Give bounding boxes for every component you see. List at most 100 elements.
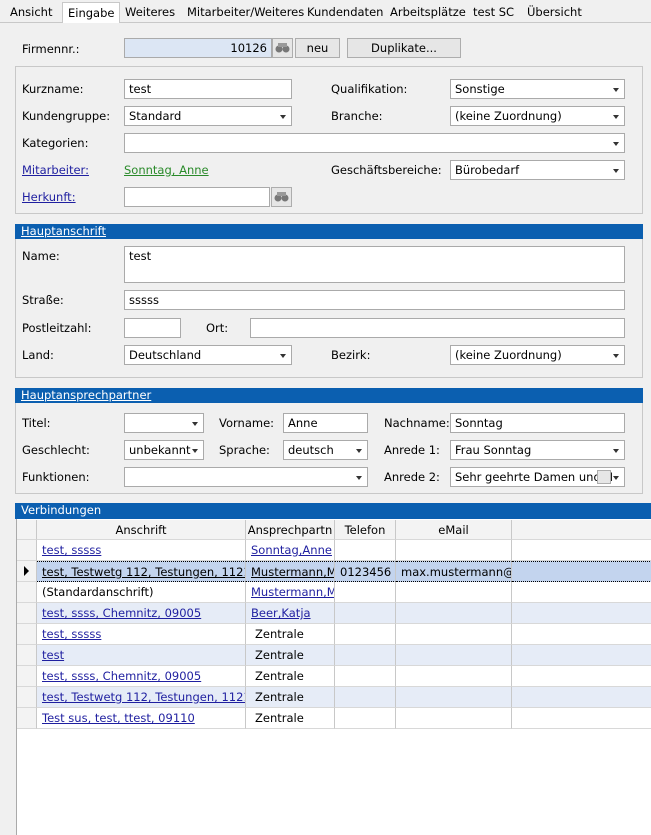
grid-cell[interactable]: Zentrale bbox=[246, 645, 335, 666]
grid-cell[interactable] bbox=[512, 603, 651, 624]
grid-cell[interactable]: Sonntag,Anne bbox=[246, 540, 335, 561]
grid-cell[interactable] bbox=[396, 666, 512, 687]
grid-cell[interactable]: Zentrale bbox=[246, 687, 335, 708]
grid-cell[interactable] bbox=[512, 687, 651, 708]
grid-cell[interactable]: test, ssss, Chemnitz, 09005 bbox=[37, 666, 246, 687]
grid-cell[interactable] bbox=[512, 624, 651, 645]
column-header[interactable]: Ansprechpartn bbox=[246, 520, 335, 540]
dropdown[interactable]: Deutschland bbox=[124, 345, 292, 365]
dropdown[interactable]: Standard bbox=[124, 106, 292, 126]
dropdown[interactable]: (keine Zuordnung) bbox=[450, 106, 625, 126]
grid-cell[interactable]: test, ssss, Chemnitz, 09005 bbox=[37, 603, 246, 624]
grid-cell[interactable] bbox=[335, 540, 396, 561]
grid-cell bbox=[17, 603, 37, 624]
grid-cell[interactable]: 0123456 bbox=[335, 561, 396, 582]
column-header[interactable]: Telefon bbox=[335, 520, 396, 540]
tab[interactable]: Kundendaten bbox=[307, 5, 384, 19]
tab[interactable]: test SC bbox=[473, 5, 515, 19]
tab[interactable]: Arbeitsplätze bbox=[390, 5, 466, 19]
input-field[interactable]: 10126 bbox=[124, 38, 272, 58]
data-grid: Anschrift Ansprechpartn Telefon eMail test, … bbox=[16, 519, 651, 835]
grid-cell[interactable]: test, Testwetg 112, Testungen, 11211 bbox=[37, 561, 246, 582]
grid-cell[interactable] bbox=[396, 603, 512, 624]
label: Qualifikation: bbox=[331, 82, 408, 96]
grid-cell[interactable] bbox=[335, 603, 396, 624]
grid-cell[interactable] bbox=[396, 582, 512, 603]
grid-cell[interactable]: max.mustermann@t bbox=[396, 561, 512, 582]
grid-cell[interactable]: Mustermann,M bbox=[246, 561, 335, 582]
grid-cell bbox=[17, 687, 37, 708]
grid-cell[interactable] bbox=[335, 582, 396, 603]
button[interactable]: neu bbox=[295, 38, 340, 58]
grid-cell[interactable] bbox=[512, 561, 651, 582]
grid-cell[interactable] bbox=[396, 687, 512, 708]
dropdown[interactable] bbox=[124, 413, 204, 433]
grid-cell[interactable] bbox=[335, 666, 396, 687]
link-value[interactable]: Sonntag, Anne bbox=[124, 163, 209, 177]
grid-cell[interactable]: Mustermann,M bbox=[246, 582, 335, 603]
grid-cell[interactable] bbox=[396, 624, 512, 645]
dropdown[interactable] bbox=[124, 133, 625, 153]
input-field[interactable]: sssss bbox=[124, 290, 625, 310]
section-header[interactable]: Hauptanschrift bbox=[15, 224, 643, 239]
grid-cell[interactable] bbox=[335, 687, 396, 708]
grid-cell[interactable] bbox=[396, 645, 512, 666]
grid-cell[interactable]: test, Testwetg 112, Testungen, 11211 bbox=[37, 687, 246, 708]
dropdown[interactable]: (keine Zuordnung) bbox=[450, 345, 625, 365]
button[interactable]: Duplikate... bbox=[347, 38, 461, 58]
input-field[interactable]: test bbox=[124, 246, 625, 283]
grid-cell bbox=[17, 666, 37, 687]
label: Bezirk: bbox=[331, 348, 371, 362]
dropdown[interactable]: Sonstige bbox=[450, 79, 625, 99]
tab-active[interactable]: Eingabe bbox=[62, 2, 121, 23]
grid-cell[interactable]: test, sssss bbox=[37, 540, 246, 561]
grid-cell[interactable] bbox=[512, 708, 651, 729]
input-field[interactable]: Anne bbox=[283, 413, 368, 433]
dropdown[interactable]: Frau Sonntag bbox=[450, 440, 625, 460]
grid-cell[interactable] bbox=[335, 645, 396, 666]
small-button[interactable] bbox=[597, 470, 611, 484]
label: Firmennr.: bbox=[22, 42, 80, 56]
tab[interactable]: Übersicht bbox=[527, 5, 582, 19]
grid-cell[interactable]: Zentrale bbox=[246, 624, 335, 645]
input-field[interactable]: test bbox=[124, 79, 292, 99]
dropdown[interactable]: Sehr geehrte Damen und H bbox=[450, 467, 625, 487]
column-header[interactable]: Anschrift bbox=[37, 520, 246, 540]
grid-cell[interactable]: (Standardanschrift) bbox=[37, 582, 246, 603]
grid-cell[interactable] bbox=[512, 582, 651, 603]
dropdown[interactable]: unbekannt bbox=[124, 440, 204, 460]
input-field[interactable]: Sonntag bbox=[450, 413, 625, 433]
grid-cell[interactable]: test, sssss bbox=[37, 624, 246, 645]
tab[interactable]: Ansicht bbox=[10, 5, 53, 19]
section-header[interactable]: Hauptansprechpartner bbox=[15, 388, 643, 403]
dropdown[interactable] bbox=[124, 467, 368, 487]
grid-cell[interactable]: Beer,Katja bbox=[246, 603, 335, 624]
column-header[interactable]: eMail bbox=[396, 520, 512, 540]
grid-cell[interactable]: Test sus, test, ttest, 09110 bbox=[37, 708, 246, 729]
grid-cell[interactable] bbox=[512, 645, 651, 666]
label: Geschäftsbereiche: bbox=[331, 163, 442, 177]
link-label[interactable]: Mitarbeiter: bbox=[22, 163, 89, 177]
link-label[interactable]: Herkunft: bbox=[22, 190, 76, 204]
input-field[interactable] bbox=[250, 318, 625, 338]
tab[interactable]: Mitarbeiter/Weiteres bbox=[187, 5, 305, 19]
search-button[interactable] bbox=[271, 187, 292, 207]
binoculars-icon bbox=[275, 43, 290, 53]
dropdown[interactable]: Bürobedarf bbox=[450, 160, 625, 180]
tab[interactable]: Weiteres bbox=[125, 5, 176, 19]
grid-cell[interactable]: Zentrale bbox=[246, 666, 335, 687]
grid-cell[interactable] bbox=[512, 540, 651, 561]
grid-cell[interactable] bbox=[335, 708, 396, 729]
input-field[interactable] bbox=[124, 187, 270, 207]
grid-cell[interactable] bbox=[396, 540, 512, 561]
input-field[interactable] bbox=[124, 318, 181, 338]
grid-cell[interactable]: Zentrale bbox=[246, 708, 335, 729]
grid-cell[interactable] bbox=[396, 708, 512, 729]
dropdown[interactable]: deutsch bbox=[283, 440, 368, 460]
grid-cell[interactable] bbox=[512, 666, 651, 687]
search-button[interactable] bbox=[272, 38, 293, 58]
grid-cell[interactable] bbox=[335, 624, 396, 645]
grid-cell[interactable]: test bbox=[37, 645, 246, 666]
label: Vorname: bbox=[219, 416, 275, 430]
